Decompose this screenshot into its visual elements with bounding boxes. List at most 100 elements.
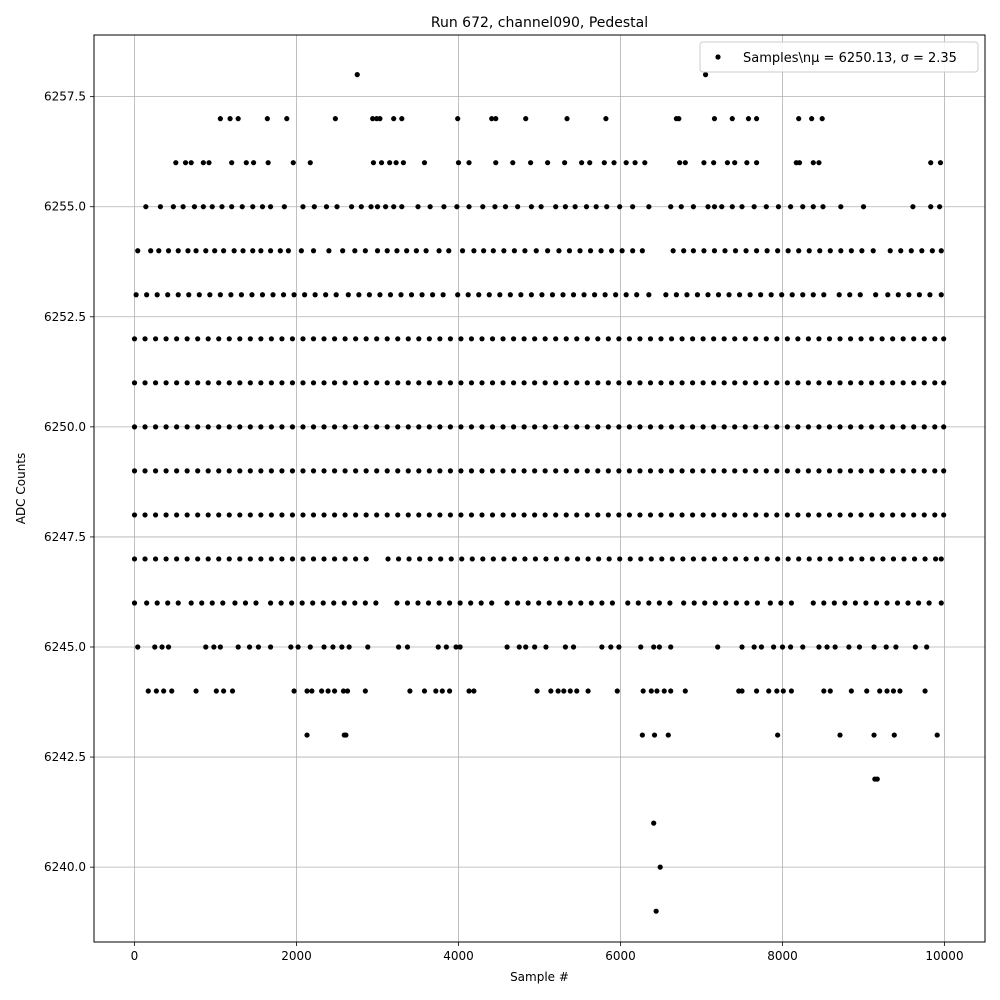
data-point [689, 468, 696, 474]
data-point [404, 644, 411, 650]
data-point [267, 248, 274, 254]
data-point [711, 116, 718, 122]
data-point [616, 380, 622, 386]
data-point [806, 248, 812, 254]
data-point [784, 424, 790, 430]
data-point [705, 204, 711, 210]
data-point [200, 160, 206, 166]
data-point [563, 380, 569, 386]
data-point [827, 556, 833, 562]
data-point [543, 644, 549, 650]
data-point [395, 336, 401, 342]
data-point [237, 380, 243, 386]
data-point [941, 380, 947, 386]
data-point [163, 556, 169, 562]
data-point [567, 688, 573, 694]
data-point [795, 380, 801, 386]
data-point [228, 292, 234, 298]
data-point [352, 600, 358, 606]
data-point [205, 380, 211, 386]
data-point [384, 380, 390, 386]
data-point [408, 292, 415, 298]
data-point [890, 556, 897, 562]
x-tick-label: 8000 [767, 949, 798, 963]
data-point [310, 468, 317, 474]
data-point [511, 556, 517, 562]
data-point [425, 600, 432, 606]
data-point [405, 512, 411, 518]
data-point [846, 644, 852, 650]
data-point [455, 160, 462, 166]
data-point [922, 556, 928, 562]
data-point [238, 292, 245, 298]
data-point [235, 116, 241, 122]
data-point [605, 424, 611, 430]
data-point [440, 292, 446, 298]
data-point [542, 424, 548, 430]
data-point [937, 204, 943, 210]
data-point [374, 468, 380, 474]
data-point [553, 512, 559, 518]
data-point [596, 556, 602, 562]
data-point [564, 116, 570, 122]
data-point [599, 600, 605, 606]
data-point [453, 644, 459, 650]
data-point [185, 248, 191, 254]
data-point [279, 556, 285, 562]
data-point [816, 644, 822, 650]
data-point [203, 248, 209, 254]
data-point [258, 248, 264, 254]
data-point [890, 424, 896, 430]
data-point [647, 336, 654, 342]
data-point [922, 688, 928, 694]
data-point [770, 644, 777, 650]
data-point [437, 424, 443, 430]
data-point [934, 732, 940, 738]
data-point [258, 468, 264, 474]
data-point [879, 424, 885, 430]
data-point [553, 556, 560, 562]
data-point [523, 116, 529, 122]
data-point [739, 688, 745, 694]
data-point [682, 688, 688, 694]
data-point [321, 468, 327, 474]
data-point [679, 424, 685, 430]
data-point [493, 116, 499, 122]
data-point [634, 292, 640, 298]
data-point [542, 468, 548, 474]
data-point [574, 380, 580, 386]
data-point [640, 688, 646, 694]
data-point [174, 556, 180, 562]
data-point [774, 468, 780, 474]
data-point [476, 292, 482, 298]
data-point [847, 512, 854, 518]
data-point [437, 512, 443, 518]
data-point [788, 600, 795, 606]
data-point [668, 424, 675, 430]
y-tick-label: 6255.0 [44, 200, 86, 214]
data-point [921, 468, 927, 474]
data-point [216, 380, 222, 386]
data-point [267, 204, 274, 210]
data-point [310, 424, 317, 430]
data-point [239, 204, 245, 210]
data-point [538, 204, 544, 210]
data-point [159, 644, 165, 650]
data-point [280, 292, 287, 298]
data-point [721, 424, 727, 430]
data-point [153, 688, 159, 694]
data-point [161, 688, 167, 694]
data-point [891, 732, 897, 738]
data-point [689, 512, 696, 518]
data-point [827, 248, 833, 254]
data-point [556, 248, 562, 254]
data-point [354, 72, 360, 78]
data-point [385, 556, 391, 562]
data-point [290, 160, 296, 166]
data-point [419, 292, 425, 298]
data-point [184, 380, 190, 386]
data-point [504, 644, 510, 650]
data-point [521, 424, 527, 430]
data-point [193, 688, 199, 694]
data-point [690, 204, 697, 210]
